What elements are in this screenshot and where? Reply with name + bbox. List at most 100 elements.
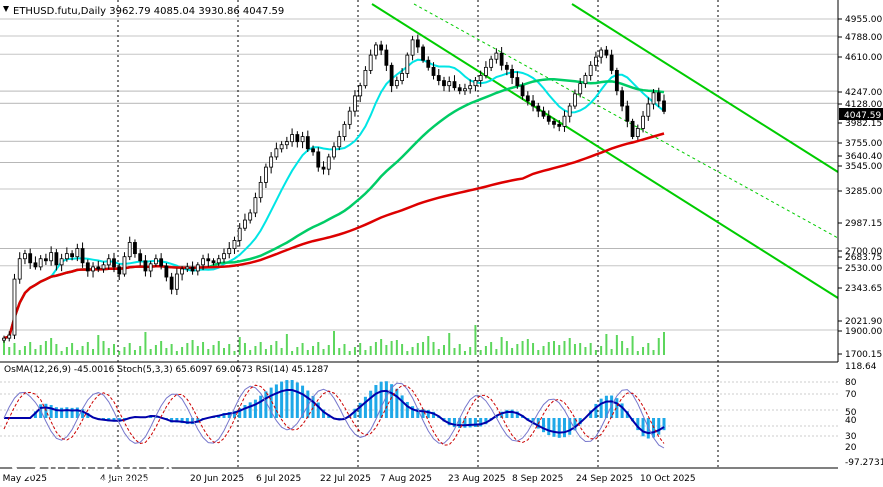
candle-body[interactable] xyxy=(379,44,384,51)
candle-body[interactable] xyxy=(337,136,342,148)
candle-body[interactable] xyxy=(174,273,179,290)
candle-body[interactable] xyxy=(133,242,137,255)
candle-body[interactable] xyxy=(447,81,452,87)
candle-body[interactable] xyxy=(295,134,300,143)
candle-body[interactable] xyxy=(227,248,232,255)
candle-body[interactable] xyxy=(122,256,127,275)
candle-body[interactable] xyxy=(49,252,54,262)
candle-body[interactable] xyxy=(614,70,619,92)
candle-body[interactable] xyxy=(494,52,499,60)
candle-body[interactable] xyxy=(363,70,368,87)
candle-body[interactable] xyxy=(531,100,535,107)
candle-body[interactable] xyxy=(28,253,33,264)
candle-body[interactable] xyxy=(169,276,174,290)
candle-body[interactable] xyxy=(368,54,373,71)
candle-body[interactable] xyxy=(311,148,315,153)
candle-body[interactable] xyxy=(515,77,520,87)
candle-body[interactable] xyxy=(415,39,420,48)
candle-body[interactable] xyxy=(70,253,74,258)
candle-body[interactable] xyxy=(148,263,153,272)
candle-body[interactable] xyxy=(442,80,446,87)
candle-body[interactable] xyxy=(44,258,48,262)
candle-body[interactable] xyxy=(216,258,221,264)
candle-body[interactable] xyxy=(201,258,205,266)
candle-body[interactable] xyxy=(426,59,431,68)
candle-body[interactable] xyxy=(164,265,169,278)
candle-body[interactable] xyxy=(80,248,85,264)
candle-body[interactable] xyxy=(101,264,106,270)
candle-body[interactable] xyxy=(274,148,279,158)
symbol-dropdown-icon[interactable] xyxy=(3,6,9,12)
candle-body[interactable] xyxy=(232,240,237,249)
candle-body[interactable] xyxy=(525,95,530,102)
candle-body[interactable] xyxy=(85,262,90,272)
candle-body[interactable] xyxy=(583,75,588,85)
candle-body[interactable] xyxy=(143,260,148,272)
candle-body[interactable] xyxy=(59,258,64,266)
candle-body[interactable] xyxy=(253,197,258,214)
candle-body[interactable] xyxy=(195,264,200,272)
candle-body[interactable] xyxy=(410,39,415,56)
candle-body[interactable] xyxy=(279,144,284,150)
candle-body[interactable] xyxy=(520,85,525,97)
candle-body[interactable] xyxy=(127,242,132,258)
candle-body[interactable] xyxy=(258,181,263,199)
candle-body[interactable] xyxy=(342,123,347,137)
candle-body[interactable] xyxy=(573,93,577,107)
candle-body[interactable] xyxy=(546,115,551,122)
candle-body[interactable] xyxy=(473,80,478,87)
candle-body[interactable] xyxy=(431,66,436,76)
candlesticks[interactable] xyxy=(2,34,666,343)
candle-body[interactable] xyxy=(154,258,158,265)
candle-body[interactable] xyxy=(578,83,583,95)
candle-body[interactable] xyxy=(7,334,12,339)
candle-body[interactable] xyxy=(599,49,604,58)
candle-body[interactable] xyxy=(588,64,593,76)
candle-body[interactable] xyxy=(316,151,321,168)
candle-body[interactable] xyxy=(656,92,661,102)
candle-body[interactable] xyxy=(243,219,247,229)
candle-body[interactable] xyxy=(284,141,289,146)
candle-body[interactable] xyxy=(489,58,494,68)
candle-body[interactable] xyxy=(651,92,656,105)
candle-body[interactable] xyxy=(557,123,562,127)
candle-body[interactable] xyxy=(541,110,546,117)
candle-body[interactable] xyxy=(237,227,242,241)
candle-body[interactable] xyxy=(468,85,473,90)
candle-body[interactable] xyxy=(609,54,614,71)
candle-body[interactable] xyxy=(222,253,226,260)
candle-body[interactable] xyxy=(394,80,399,87)
candle-body[interactable] xyxy=(457,87,462,92)
candle-body[interactable] xyxy=(620,90,624,107)
candle-body[interactable] xyxy=(484,66,488,76)
candle-body[interactable] xyxy=(206,258,211,262)
candle-body[interactable] xyxy=(326,156,331,170)
candle-body[interactable] xyxy=(33,262,38,268)
candle-body[interactable] xyxy=(499,52,504,66)
candle-body[interactable] xyxy=(562,115,567,127)
candle-body[interactable] xyxy=(190,266,195,272)
candle-body[interactable] xyxy=(630,120,635,137)
candle-body[interactable] xyxy=(300,136,305,143)
candle-body[interactable] xyxy=(662,100,666,112)
candle-body[interactable] xyxy=(264,166,268,183)
candle-body[interactable] xyxy=(96,266,101,270)
candle-body[interactable] xyxy=(117,266,122,275)
candle-body[interactable] xyxy=(347,110,352,125)
candle-body[interactable] xyxy=(400,73,404,81)
candle-body[interactable] xyxy=(646,103,651,117)
candle-body[interactable] xyxy=(138,253,143,262)
candle-body[interactable] xyxy=(478,75,483,81)
candle-body[interactable] xyxy=(552,120,556,125)
candle-body[interactable] xyxy=(389,64,394,87)
candle-body[interactable] xyxy=(504,64,509,70)
candle-body[interactable] xyxy=(106,258,111,266)
candle-body[interactable] xyxy=(23,253,27,260)
candle-body[interactable] xyxy=(358,85,363,97)
candle-body[interactable] xyxy=(12,278,17,336)
candle-body[interactable] xyxy=(436,75,441,81)
candle-body[interactable] xyxy=(536,105,541,112)
candle-body[interactable] xyxy=(604,49,609,56)
candle-body[interactable] xyxy=(54,252,59,266)
